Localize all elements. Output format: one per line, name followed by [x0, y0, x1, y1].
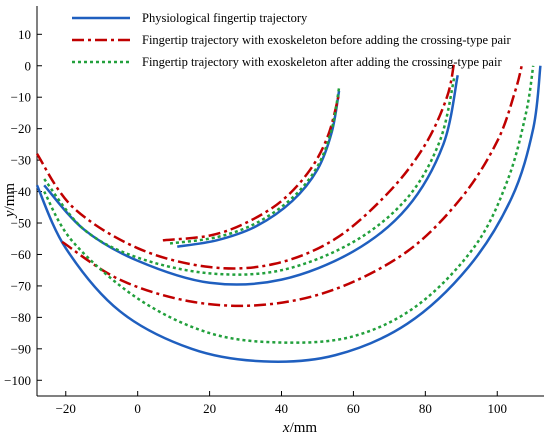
series-1-curve-2	[61, 62, 524, 308]
series-2-curve-1	[43, 78, 456, 276]
legend: Physiological fingertip trajectory Finge…	[72, 11, 511, 69]
x-tick-label: −20	[56, 401, 76, 416]
x-axis-var: x	[282, 420, 290, 436]
y-tick-label: 10	[18, 27, 31, 42]
grid-and-axes: −20 0 20 40 60 80 100 100−10−20−30−40−50−60−70…	[4, 6, 544, 416]
y-tick-label: −60	[11, 247, 31, 262]
legend-label-after: Fingertip trajectory with exoskeleton af…	[142, 55, 502, 69]
y-tick-label: −30	[11, 153, 31, 168]
x-tick-label: 80	[419, 401, 432, 416]
x-tick-label: 100	[488, 401, 508, 416]
series-1-curve-0	[162, 93, 341, 242]
series-0-curve-1	[43, 74, 459, 286]
legend-label-physiological: Physiological fingertip trajectory	[142, 11, 308, 25]
series-2-curve-0	[169, 87, 341, 245]
y-axis-unit: /mm	[2, 183, 18, 211]
x-axis-unit: /mm	[290, 420, 318, 436]
y-ticks: 10 0 −10 −20 −30 −40 −50 −60 −70 −80 −90 −100	[4, 27, 42, 388]
x-tick-label: 0	[134, 401, 141, 416]
y-tick-label: 0	[25, 58, 32, 73]
y-tick-label: −40	[11, 184, 31, 199]
x-tick-label: 40	[275, 401, 288, 416]
y-tick-label: −90	[11, 341, 31, 356]
y-tick-label: −70	[11, 278, 31, 293]
y-axis-var: y	[2, 210, 18, 219]
x-tick-label: 60	[347, 401, 360, 416]
x-axis-label: x/mm	[282, 420, 318, 436]
y-tick-label: −20	[11, 121, 31, 136]
x-tick-label: 20	[203, 401, 216, 416]
y-tick-label: −50	[11, 216, 31, 231]
y-axis-label: y/mm	[2, 183, 18, 220]
series-0-curve-2	[35, 65, 542, 364]
series-2-curve-2	[43, 65, 535, 344]
legend-label-before: Fingertip trajectory with exoskeleton be…	[142, 33, 511, 47]
plot-lines	[35, 62, 542, 364]
y-tick-label: −80	[11, 310, 31, 325]
y-tick-label: −10	[11, 90, 31, 105]
y-tick-label: −100	[4, 373, 31, 388]
x-ticks: −20 0 20 40 60 80 100	[56, 391, 507, 416]
series-1-curve-1	[35, 62, 456, 270]
